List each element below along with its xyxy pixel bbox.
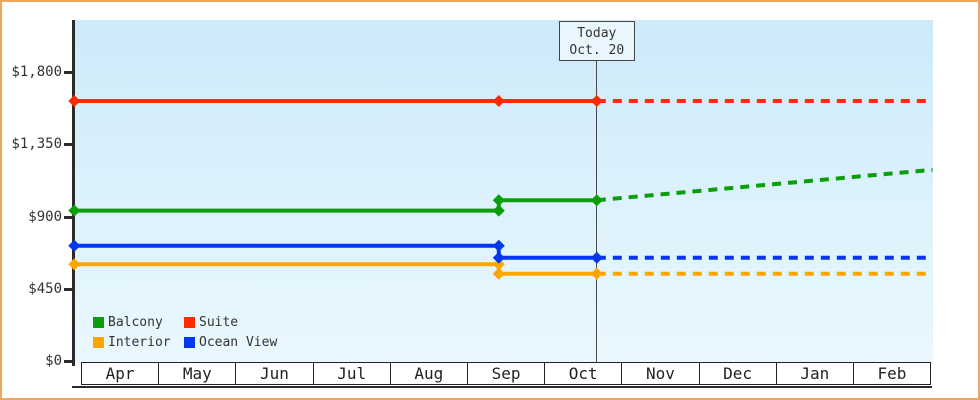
today-annotation-line2: Oct. 20 <box>569 43 625 58</box>
x-axis-month-dec: Dec <box>698 363 776 384</box>
y-tick <box>64 287 72 291</box>
legend-item-balcony: Balcony <box>93 315 184 330</box>
y-axis-label: $1,350 <box>11 136 62 152</box>
x-axis-month-feb: Feb <box>852 363 930 384</box>
x-axis-month-jul: Jul <box>312 363 390 384</box>
x-axis-month-jun: Jun <box>235 363 312 384</box>
balcony-color-swatch <box>93 316 104 328</box>
today-annotation-line1: Today <box>577 26 617 41</box>
y-axis-label: $1,800 <box>11 64 62 80</box>
legend-label: Interior <box>108 334 171 350</box>
x-axis-month-nov: Nov <box>621 363 698 384</box>
y-axis-line <box>72 20 75 366</box>
x-axis-month-may: May <box>158 363 235 384</box>
legend-item-interior: Interior <box>93 335 184 350</box>
today-marker-line <box>596 60 598 363</box>
y-tick <box>64 70 72 74</box>
legend-label: Suite <box>199 314 239 330</box>
today-annotation-box: Today Oct. 20 <box>558 21 635 61</box>
x-axis-month-apr: Apr <box>105 364 135 383</box>
legend-item-suite: Suite <box>184 315 238 330</box>
legend-row: Balcony Suite <box>93 312 277 332</box>
x-axis-month-jan: Jan <box>775 363 853 384</box>
interior-color-swatch <box>93 336 104 348</box>
x-axis-baseline <box>72 386 932 388</box>
x-axis-month-oct: Oct <box>544 363 621 384</box>
legend-row: Interior Ocean View <box>93 332 277 352</box>
y-axis-label: $900 <box>28 209 62 225</box>
y-axis-label: $450 <box>28 281 62 297</box>
y-tick <box>64 359 72 363</box>
y-axis-label: $0 <box>45 353 62 369</box>
y-tick <box>64 142 72 146</box>
legend-label: Ocean View <box>199 334 278 350</box>
ocean-view-color-swatch <box>184 336 195 348</box>
x-axis-month-sep: Sep <box>466 363 544 384</box>
legend-item-ocean-view: Ocean View <box>184 335 277 350</box>
y-tick <box>64 215 72 219</box>
legend-label: Balcony <box>108 314 163 330</box>
legend: Balcony Suite Interior Ocean View <box>93 312 277 352</box>
suite-color-swatch <box>184 316 195 328</box>
x-axis-month-aug: Aug <box>389 363 467 384</box>
x-axis-month-row: Apr May Jun Jul Aug Sep Oct Nov Dec Jan … <box>81 362 931 385</box>
